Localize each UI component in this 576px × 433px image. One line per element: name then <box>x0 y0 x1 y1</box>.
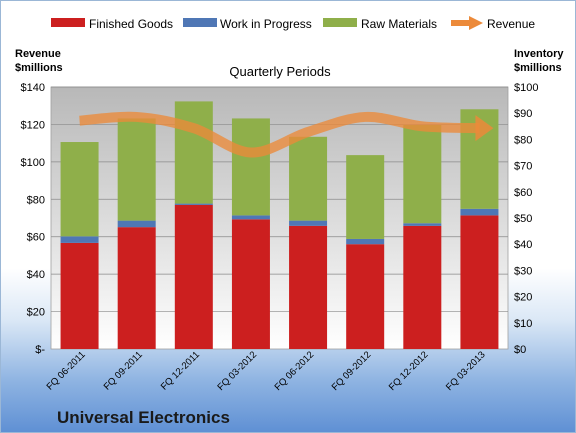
bar-finished-goods <box>117 227 156 349</box>
x-tick-label: FQ 09-2011 <box>102 349 145 392</box>
legend-label-work-in-progress: Work in Progress <box>220 17 312 31</box>
x-tick-label: FQ 03-2013 <box>444 349 488 393</box>
x-tick-label: FQ 09-2012 <box>330 349 374 393</box>
bar-raw-materials <box>231 118 270 216</box>
left-tick-label: $80 <box>27 194 45 206</box>
left-tick-label: $120 <box>21 119 45 131</box>
legend: Finished Goods Work in Progress Raw Mate… <box>51 16 535 31</box>
bar-finished-goods <box>289 225 328 349</box>
right-tick-label: $20 <box>514 292 532 304</box>
legend-swatch-finished-goods <box>51 18 85 27</box>
bar-raw-materials <box>60 142 99 237</box>
legend-swatch-revenue <box>451 16 483 30</box>
left-tick-label: $60 <box>27 232 45 244</box>
legend-swatch-work-in-progress <box>183 18 217 27</box>
bar-finished-goods <box>460 215 499 349</box>
bar-work-in-progress <box>60 236 99 243</box>
right-tick-label: $90 <box>514 108 532 120</box>
bar-raw-materials <box>117 118 156 221</box>
bar-finished-goods <box>231 219 270 349</box>
right-tick-label: $40 <box>514 239 532 251</box>
right-tick-label: $60 <box>514 187 532 199</box>
bar-raw-materials <box>346 155 385 239</box>
y-right-label-line1: Inventory <box>514 48 564 60</box>
right-axis-ticks: $0 $10 $20 $30 $40 $50 $60 $70 $80 $90 $100 <box>514 82 538 356</box>
y-left-label-line2: $millions <box>15 62 63 74</box>
x-tick-label: FQ 06-2012 <box>273 349 317 393</box>
revenue-line <box>79 111 480 158</box>
right-tick-label: $10 <box>514 318 532 330</box>
bar-finished-goods <box>60 242 99 349</box>
bar-work-in-progress <box>117 220 156 228</box>
left-tick-label: $100 <box>21 157 45 169</box>
y-left-label-line1: Revenue <box>15 48 61 60</box>
bar-finished-goods <box>346 244 385 349</box>
right-tick-label: $50 <box>514 213 532 225</box>
right-tick-label: $80 <box>514 134 532 146</box>
bar-raw-materials <box>403 124 442 224</box>
right-tick-label: $100 <box>514 82 538 94</box>
y-right-label-line2: $millions <box>514 62 562 74</box>
chart-title: Quarterly Periods <box>229 64 331 79</box>
bar-raw-materials <box>289 136 328 221</box>
left-tick-label: $40 <box>27 269 45 281</box>
bar-finished-goods <box>403 225 442 349</box>
x-tick-label: FQ 12-2012 <box>387 349 431 393</box>
x-axis-ticks: FQ 06-2011 FQ 09-2011 FQ 12-2011 FQ 03-2012… <box>45 349 488 393</box>
right-tick-label: $0 <box>514 344 526 356</box>
legend-swatch-raw-materials <box>323 18 357 27</box>
bar-finished-goods <box>174 204 213 349</box>
bar-work-in-progress <box>289 220 328 226</box>
x-tick-label: FQ 03-2012 <box>215 349 259 393</box>
legend-label-raw-materials: Raw Materials <box>361 17 437 31</box>
right-tick-label: $70 <box>514 161 532 173</box>
revenue-line-group <box>79 111 494 158</box>
right-tick-label: $30 <box>514 265 532 277</box>
bar-work-in-progress <box>460 208 499 216</box>
bar-work-in-progress <box>231 215 270 220</box>
bar-work-in-progress <box>174 203 213 205</box>
legend-label-finished-goods: Finished Goods <box>89 17 173 31</box>
left-tick-label: $- <box>35 344 45 356</box>
left-axis-ticks: $- $20 $40 $60 $80 $100 $120 $140 <box>21 82 46 356</box>
bar-work-in-progress <box>346 238 385 245</box>
company-name: Universal Electronics <box>57 408 230 427</box>
left-tick-label: $20 <box>27 307 45 319</box>
x-tick-label: FQ 12-2011 <box>159 349 202 392</box>
bar-work-in-progress <box>403 223 442 226</box>
revenue-arrowhead <box>475 115 494 142</box>
x-tick-label: FQ 06-2011 <box>45 349 88 392</box>
bar-raw-materials <box>174 101 213 204</box>
left-tick-label: $140 <box>21 82 45 94</box>
legend-label-revenue: Revenue <box>487 17 535 31</box>
